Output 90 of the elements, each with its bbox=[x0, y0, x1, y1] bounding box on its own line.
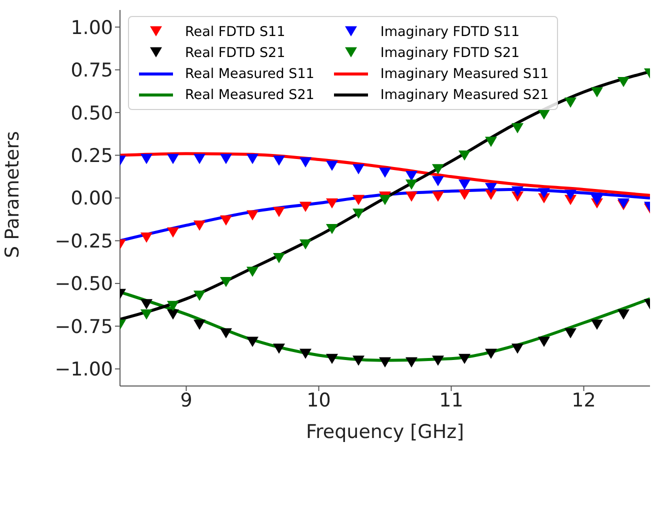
point bbox=[458, 150, 470, 161]
legend-label: Imaginary FDTD S21 bbox=[380, 44, 520, 60]
point bbox=[273, 344, 285, 354]
point bbox=[538, 336, 550, 347]
point bbox=[406, 191, 418, 202]
point bbox=[591, 194, 603, 206]
point bbox=[140, 232, 152, 243]
point bbox=[220, 328, 232, 338]
point bbox=[300, 157, 312, 168]
point bbox=[512, 344, 524, 354]
point bbox=[194, 290, 206, 301]
point bbox=[273, 206, 285, 218]
point bbox=[194, 154, 206, 164]
point bbox=[485, 136, 497, 147]
point bbox=[167, 309, 179, 320]
point bbox=[618, 309, 630, 320]
point bbox=[300, 239, 312, 250]
point bbox=[458, 354, 470, 364]
point bbox=[512, 186, 524, 197]
point bbox=[564, 328, 576, 338]
y-tick-label: −0.50 bbox=[54, 273, 113, 296]
point bbox=[538, 188, 550, 198]
point bbox=[167, 300, 179, 312]
legend-label: Real FDTD S21 bbox=[185, 44, 286, 60]
point bbox=[246, 266, 258, 277]
legend-label: Imaginary FDTD S11 bbox=[380, 24, 520, 40]
point bbox=[591, 320, 603, 330]
point bbox=[246, 154, 258, 164]
point bbox=[273, 156, 285, 166]
point bbox=[379, 168, 391, 178]
point bbox=[406, 357, 418, 368]
y-tick-label: −1.00 bbox=[54, 358, 113, 381]
y-tick-label: −0.25 bbox=[54, 230, 113, 252]
point bbox=[326, 354, 338, 364]
point bbox=[167, 154, 179, 164]
point bbox=[352, 208, 364, 219]
point bbox=[326, 198, 338, 209]
point bbox=[220, 154, 232, 164]
point bbox=[618, 76, 630, 88]
y-tick-label: 0.25 bbox=[70, 145, 113, 168]
point bbox=[352, 356, 364, 366]
y-tick-label: 0.50 bbox=[70, 102, 113, 124]
x-tick-label: 9 bbox=[180, 389, 192, 412]
point bbox=[591, 87, 603, 98]
point bbox=[352, 194, 364, 206]
y-axis-title: S Parameters bbox=[2, 131, 24, 258]
point bbox=[220, 215, 232, 226]
point bbox=[300, 202, 312, 212]
point bbox=[194, 320, 206, 330]
point bbox=[379, 194, 391, 206]
line-series bbox=[120, 152, 650, 197]
point bbox=[220, 276, 232, 288]
point bbox=[140, 299, 152, 310]
point bbox=[246, 336, 258, 347]
point bbox=[512, 123, 524, 134]
point bbox=[326, 224, 338, 234]
y-tick-label: −0.75 bbox=[54, 316, 113, 338]
point bbox=[458, 180, 470, 190]
point bbox=[352, 164, 364, 174]
point bbox=[432, 356, 444, 366]
legend-label: Imaginary Measured S21 bbox=[380, 86, 549, 102]
x-tick-label: 12 bbox=[572, 389, 596, 412]
x-tick-label: 11 bbox=[439, 389, 464, 412]
point bbox=[246, 210, 258, 220]
x-tick-label: 10 bbox=[306, 389, 331, 412]
point bbox=[432, 164, 444, 174]
point bbox=[564, 97, 576, 108]
point bbox=[379, 357, 391, 368]
legend-label: Real FDTD S11 bbox=[185, 24, 286, 40]
point bbox=[273, 253, 285, 264]
x-axis-title: Frequency [GHz] bbox=[306, 421, 464, 443]
point bbox=[194, 220, 206, 231]
point bbox=[300, 348, 312, 359]
point bbox=[564, 190, 576, 200]
point bbox=[485, 348, 497, 359]
point bbox=[140, 154, 152, 164]
point bbox=[432, 191, 444, 202]
point bbox=[140, 309, 152, 320]
y-tick-label: 0.00 bbox=[70, 188, 113, 210]
point bbox=[167, 227, 179, 238]
legend-label: Real Measured S21 bbox=[185, 86, 314, 102]
point bbox=[406, 180, 418, 190]
y-tick-label: 0.75 bbox=[70, 60, 113, 82]
point bbox=[458, 190, 470, 200]
point bbox=[432, 176, 444, 186]
legend-label: Imaginary Measured S11 bbox=[380, 66, 549, 82]
y-tick-label: 1.00 bbox=[70, 16, 113, 39]
point bbox=[326, 160, 338, 171]
legend-label: Real Measured S11 bbox=[185, 66, 314, 82]
point bbox=[485, 182, 497, 194]
